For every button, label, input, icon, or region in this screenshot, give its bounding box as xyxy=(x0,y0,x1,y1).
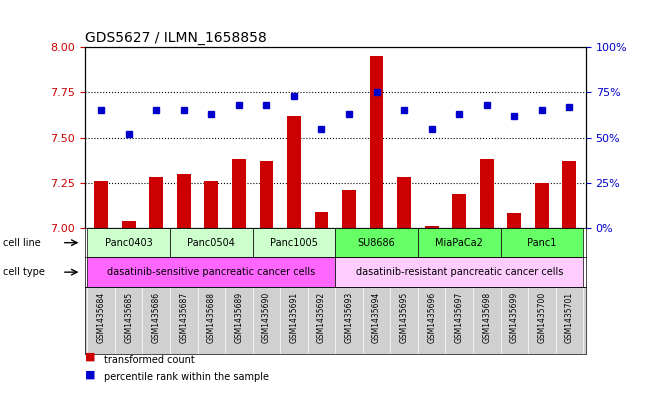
Text: GDS5627 / ILMN_1658858: GDS5627 / ILMN_1658858 xyxy=(85,31,266,45)
Text: ■: ■ xyxy=(85,369,95,379)
Text: transformed count: transformed count xyxy=(104,354,195,365)
Bar xyxy=(507,213,521,228)
Text: GSM1435693: GSM1435693 xyxy=(344,292,353,343)
Text: GSM1435692: GSM1435692 xyxy=(317,292,326,343)
Text: GSM1435690: GSM1435690 xyxy=(262,292,271,343)
Text: GSM1435691: GSM1435691 xyxy=(290,292,298,343)
Bar xyxy=(335,228,418,257)
Bar xyxy=(122,221,135,228)
Text: GSM1435686: GSM1435686 xyxy=(152,292,161,343)
Text: GSM1435699: GSM1435699 xyxy=(510,292,519,343)
Bar xyxy=(501,228,583,257)
Bar xyxy=(87,228,170,257)
Text: GSM1435695: GSM1435695 xyxy=(400,292,409,343)
Bar xyxy=(370,56,383,228)
Text: cell line: cell line xyxy=(3,238,41,248)
Text: dasatinib-sensitive pancreatic cancer cells: dasatinib-sensitive pancreatic cancer ce… xyxy=(107,267,316,277)
Text: GSM1435701: GSM1435701 xyxy=(565,292,574,343)
Text: ■: ■ xyxy=(85,352,95,362)
Bar xyxy=(418,228,501,257)
Bar xyxy=(170,228,253,257)
Bar xyxy=(314,212,328,228)
Bar xyxy=(232,159,245,228)
Text: Panc0504: Panc0504 xyxy=(187,238,235,248)
Text: Panc1: Panc1 xyxy=(527,238,557,248)
Text: GSM1435697: GSM1435697 xyxy=(454,292,464,343)
Bar xyxy=(424,226,439,228)
Text: cell type: cell type xyxy=(3,267,45,277)
Bar xyxy=(452,194,466,228)
Bar xyxy=(335,257,583,287)
Text: GSM1435694: GSM1435694 xyxy=(372,292,381,343)
Bar xyxy=(94,181,108,228)
Bar xyxy=(480,159,493,228)
Text: SU8686: SU8686 xyxy=(357,238,395,248)
Bar xyxy=(149,177,163,228)
Text: GSM1435684: GSM1435684 xyxy=(96,292,105,343)
Text: Panc1005: Panc1005 xyxy=(270,238,318,248)
Bar xyxy=(87,257,335,287)
Text: GSM1435700: GSM1435700 xyxy=(537,292,546,343)
Text: MiaPaCa2: MiaPaCa2 xyxy=(436,238,483,248)
Bar xyxy=(253,228,335,257)
Text: GSM1435698: GSM1435698 xyxy=(482,292,492,343)
Bar xyxy=(397,177,411,228)
Bar xyxy=(287,116,301,228)
Bar xyxy=(535,183,549,228)
Bar xyxy=(260,161,273,228)
Bar xyxy=(342,190,356,228)
Text: percentile rank within the sample: percentile rank within the sample xyxy=(104,372,269,382)
Text: GSM1435685: GSM1435685 xyxy=(124,292,133,343)
Bar xyxy=(562,161,576,228)
Bar xyxy=(177,174,191,228)
Bar xyxy=(204,181,218,228)
Text: dasatinib-resistant pancreatic cancer cells: dasatinib-resistant pancreatic cancer ce… xyxy=(355,267,563,277)
Text: GSM1435687: GSM1435687 xyxy=(179,292,188,343)
Text: GSM1435688: GSM1435688 xyxy=(207,292,216,343)
Text: Panc0403: Panc0403 xyxy=(105,238,152,248)
Text: GSM1435689: GSM1435689 xyxy=(234,292,243,343)
Text: GSM1435696: GSM1435696 xyxy=(427,292,436,343)
